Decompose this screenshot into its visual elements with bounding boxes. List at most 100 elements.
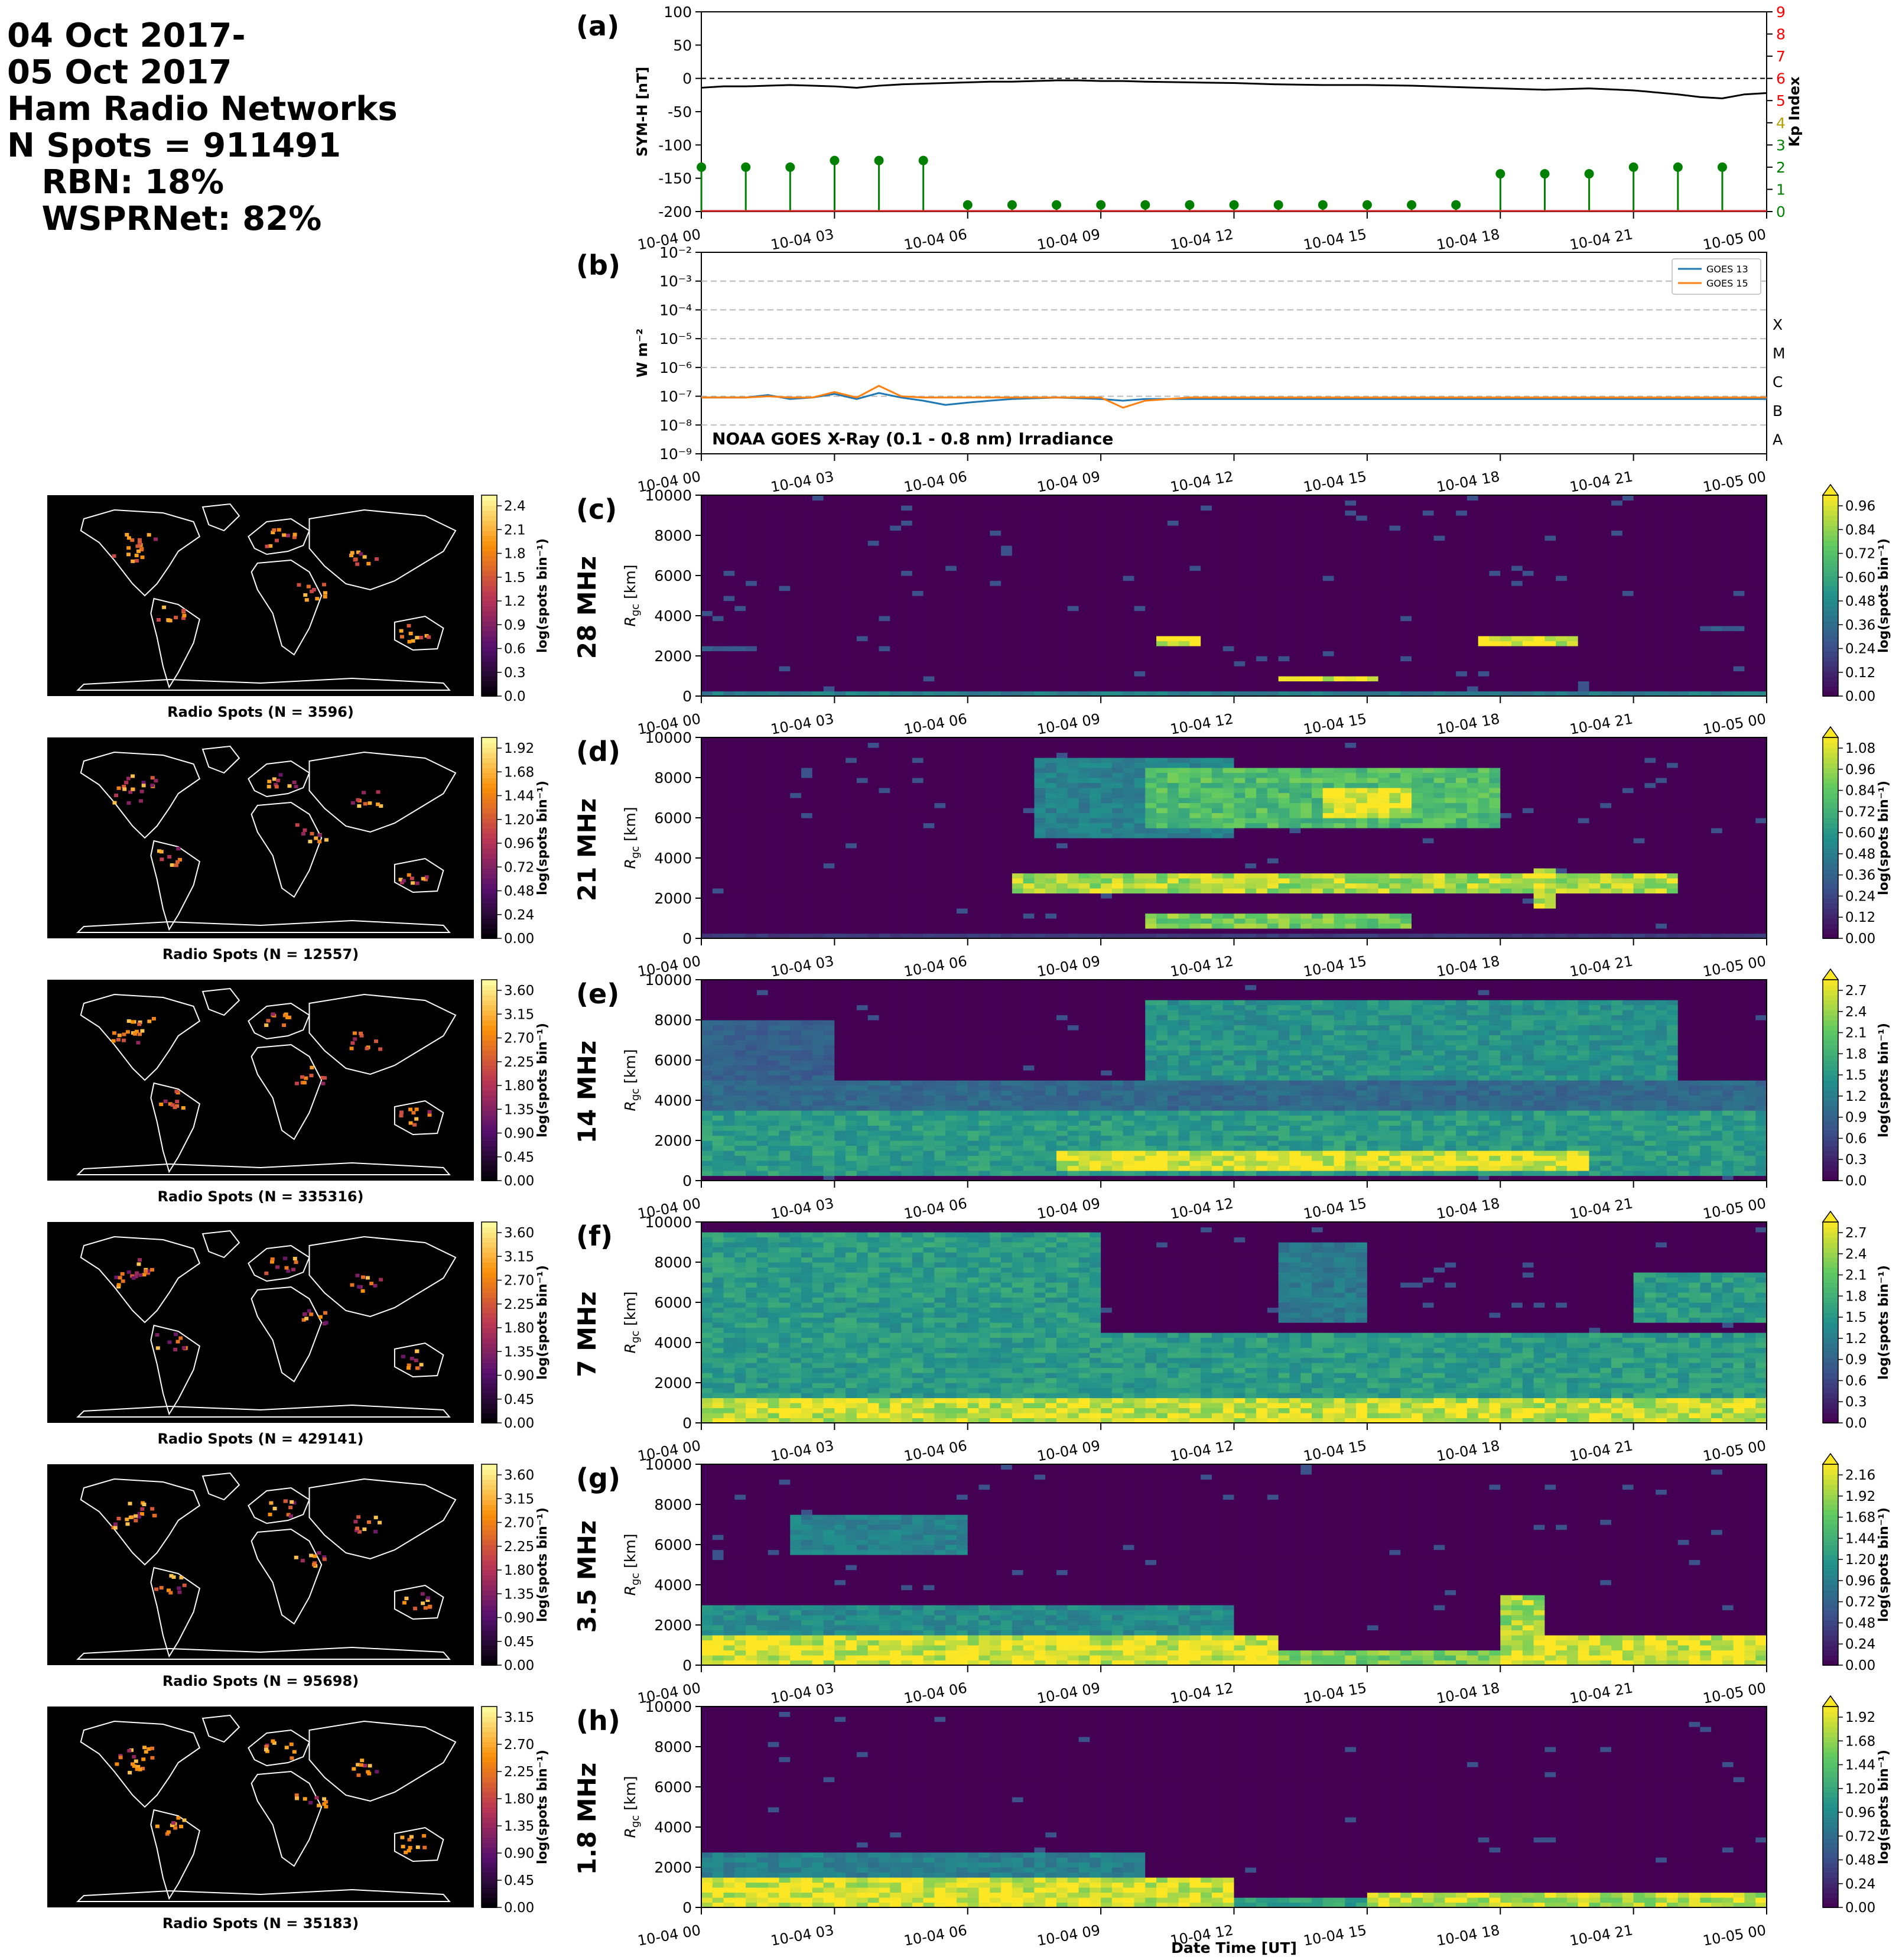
heatmap-cell [1090,576,1101,581]
heatmap-cell [1578,641,1589,646]
kp-tick-label: 9 [1776,4,1786,21]
heatmap-cell [1234,500,1246,506]
heatmap-cell [713,576,724,581]
heatmap-cell [1578,686,1589,691]
heatmap-cell [1734,646,1745,651]
heatmap-cell [857,768,868,773]
heatmap-cell [901,515,912,521]
heatmap-cell [1012,596,1023,601]
heatmap-cell [1223,641,1234,646]
y-tick-label: 10⁻⁹ [659,446,692,463]
heatmap-cell [857,541,868,546]
heatmap-cell [934,555,945,561]
heatmap-cell [734,908,746,914]
heatmap-cell [1245,681,1256,687]
heatmap-cell [1400,606,1412,611]
heatmap-cell [1168,561,1179,566]
heatmap-cell [1656,551,1667,556]
heatmap-cell [1289,500,1300,506]
heatmap-cell [990,686,1001,691]
heatmap-cell [1611,666,1622,671]
heatmap-cell [734,531,746,536]
heatmap-cell [1445,561,1456,566]
heatmap-cell [1212,616,1223,621]
heatmap-cell [1578,535,1589,541]
heatmap-cell [1056,641,1068,646]
heatmap-cell [879,561,890,566]
heatmap-cell [1212,656,1223,661]
heatmap-cell [1611,611,1622,616]
heatmap-cell [1589,541,1601,546]
heatmap-cell [1423,576,1434,581]
colorbar-cell [1823,551,1838,557]
heatmap-cell [912,500,924,506]
heatmap-cell [1678,565,1689,571]
heatmap-cell [1744,576,1755,581]
heatmap-cell [1334,601,1345,606]
heatmap-cell [1445,656,1456,661]
heatmap-cell [1744,541,1755,546]
heatmap-cell [1056,626,1068,631]
heatmap-cell [857,641,868,646]
heatmap-cell [879,626,890,631]
heatmap-cell [1489,521,1500,526]
heatmap-cell [1023,626,1035,631]
heatmap-cell [912,596,924,601]
heatmap-cell [1534,545,1545,551]
heatmap-cell [1234,651,1246,656]
heatmap-cell [1500,515,1511,521]
heatmap-cell [1689,686,1700,691]
heatmap-cell [924,606,935,611]
heatmap-cell [812,737,824,743]
heatmap-cell [812,686,824,691]
heatmap-cell [957,495,968,500]
heatmap-cell [801,656,812,661]
heatmap-cell [1634,621,1645,626]
kp-tick-label: 4 [1776,115,1786,132]
heatmap-cell [1267,555,1279,561]
heatmap-cell [968,681,979,687]
heatmap-cell [924,626,935,631]
heatmap-cell [1201,621,1212,626]
heatmap-cell [1389,531,1400,536]
heatmap-cell [1711,671,1722,677]
heatmap-cell [801,641,812,646]
heatmap-cell [1279,581,1290,586]
heatmap-cell [1134,495,1145,500]
heatmap-cell [757,768,768,773]
heatmap-cell [1156,495,1168,500]
heatmap-cell [934,511,945,516]
heatmap-cell [1656,505,1667,511]
heatmap-cell [1212,676,1223,681]
heatmap-cell [812,565,824,571]
heatmap-cell [1090,581,1101,586]
heatmap-cell [846,561,857,566]
heatmap-cell [1201,555,1212,561]
heatmap-cell [1312,606,1323,611]
heatmap-cell [1534,571,1545,576]
heatmap-cell [824,898,835,903]
heatmap-cell [1556,545,1567,551]
heatmap-cell [1644,591,1656,596]
heatmap-cell [812,505,824,511]
heatmap-cell [1201,511,1212,516]
heatmap-cell [1123,646,1134,651]
heatmap-cell [1378,656,1390,661]
heatmap-cell [879,535,890,541]
heatmap-cell [1755,651,1767,656]
heatmap-cell [779,918,790,924]
heatmap-cell [1090,571,1101,576]
heatmap-cell [834,676,846,681]
heatmap-cell [1722,671,1734,677]
heatmap-cell [1634,525,1645,531]
heatmap-cell [768,551,779,556]
heatmap-cell [1112,541,1123,546]
heatmap-cell [1068,646,1079,651]
heatmap-cell [857,858,868,863]
heatmap-cell [801,591,812,596]
heatmap-cell [846,666,857,671]
heatmap-cell [1189,545,1201,551]
heatmap-cell [1467,581,1478,586]
heatmap-cell [1345,535,1356,541]
heatmap-cell [757,873,768,879]
